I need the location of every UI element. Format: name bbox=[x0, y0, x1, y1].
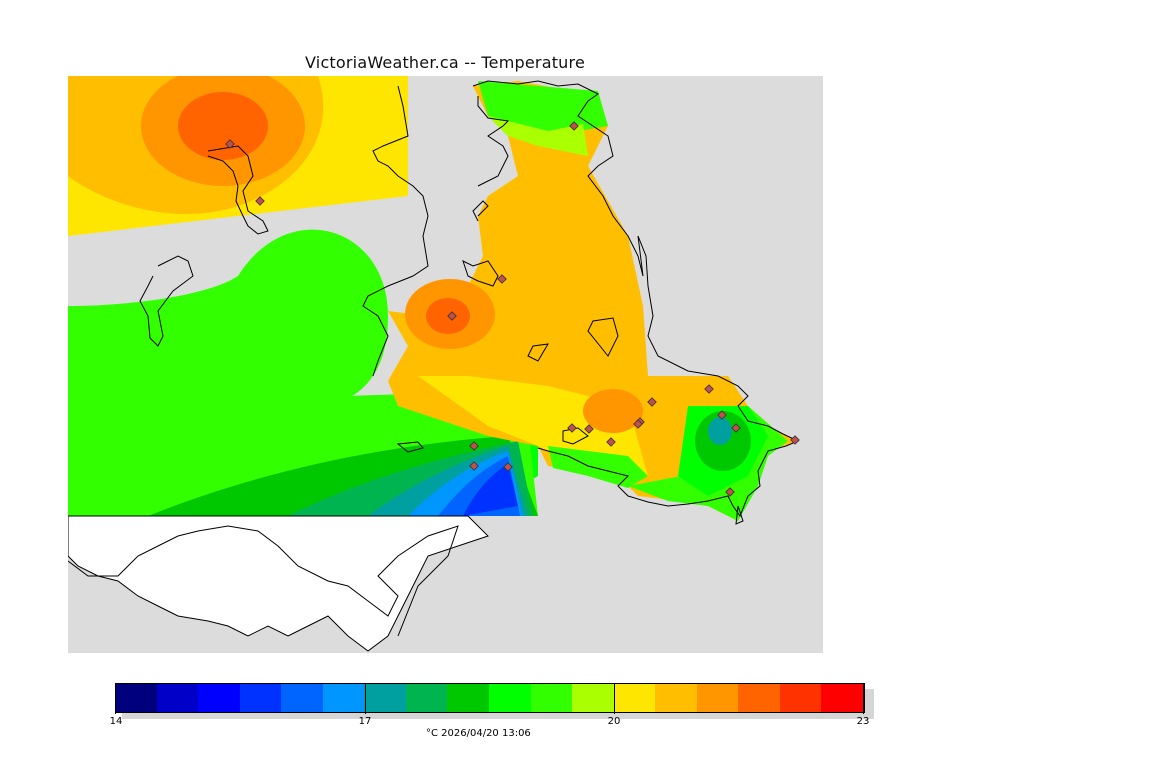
legend-swatch bbox=[281, 683, 324, 713]
legend-tick bbox=[365, 683, 366, 714]
legend-swatch bbox=[447, 683, 490, 713]
station-marker[interactable] bbox=[584, 424, 594, 434]
legend-swatch bbox=[696, 683, 739, 713]
station-marker[interactable] bbox=[647, 397, 657, 407]
station-marker[interactable] bbox=[469, 441, 479, 451]
legend-border bbox=[115, 683, 865, 713]
station-marker[interactable] bbox=[503, 462, 513, 472]
station-marker[interactable] bbox=[790, 435, 800, 445]
legend-swatch bbox=[405, 683, 448, 713]
station-marker[interactable] bbox=[225, 139, 235, 149]
station-marker[interactable] bbox=[497, 274, 507, 284]
coastlines bbox=[139, 80, 800, 525]
legend-swatch bbox=[489, 683, 532, 713]
legend-swatch bbox=[779, 683, 822, 713]
station-marker[interactable] bbox=[469, 461, 479, 471]
legend-swatch bbox=[156, 683, 199, 713]
temperature-legend bbox=[115, 683, 865, 713]
legend-swatch bbox=[364, 683, 407, 713]
temperature-map[interactable] bbox=[68, 76, 823, 653]
station-marker[interactable] bbox=[717, 410, 727, 420]
legend-caption: °C 2026/04/20 13:06 bbox=[426, 728, 531, 739]
map-title: VictoriaWeather.ca -- Temperature bbox=[305, 53, 585, 72]
legend-tick-label: 14 bbox=[109, 716, 123, 727]
legend-swatch bbox=[655, 683, 698, 713]
legend-tick bbox=[614, 683, 615, 714]
legend-swatch bbox=[198, 683, 241, 713]
station-marker[interactable] bbox=[725, 487, 735, 497]
legend-swatch bbox=[821, 683, 864, 713]
legend-swatch bbox=[738, 683, 781, 713]
weather-stations bbox=[225, 121, 800, 497]
station-marker[interactable] bbox=[567, 423, 577, 433]
south-landmass bbox=[68, 515, 489, 652]
legend-swatch bbox=[572, 683, 615, 713]
legend-tick-label: 23 bbox=[856, 716, 870, 727]
legend-swatch bbox=[115, 683, 158, 713]
legend-swatch bbox=[613, 683, 656, 713]
temperature-map-svg bbox=[68, 76, 823, 653]
legend-swatch bbox=[239, 683, 282, 713]
south-coastline bbox=[68, 525, 459, 637]
station-marker[interactable] bbox=[447, 311, 457, 321]
station-marker[interactable] bbox=[731, 423, 741, 433]
legend-tick bbox=[115, 683, 116, 714]
legend-tick-label: 20 bbox=[607, 716, 621, 727]
legend-tick-label: 17 bbox=[358, 716, 372, 727]
temperature-field-west bbox=[68, 76, 538, 516]
station-marker[interactable] bbox=[606, 437, 616, 447]
legend-swatch bbox=[322, 683, 365, 713]
station-marker[interactable] bbox=[569, 121, 579, 131]
station-marker[interactable] bbox=[704, 384, 714, 394]
station-marker[interactable] bbox=[633, 419, 643, 429]
station-marker[interactable] bbox=[255, 196, 265, 206]
legend-swatch bbox=[530, 683, 573, 713]
temperature-field-land bbox=[388, 81, 798, 521]
legend-tick bbox=[863, 683, 864, 714]
